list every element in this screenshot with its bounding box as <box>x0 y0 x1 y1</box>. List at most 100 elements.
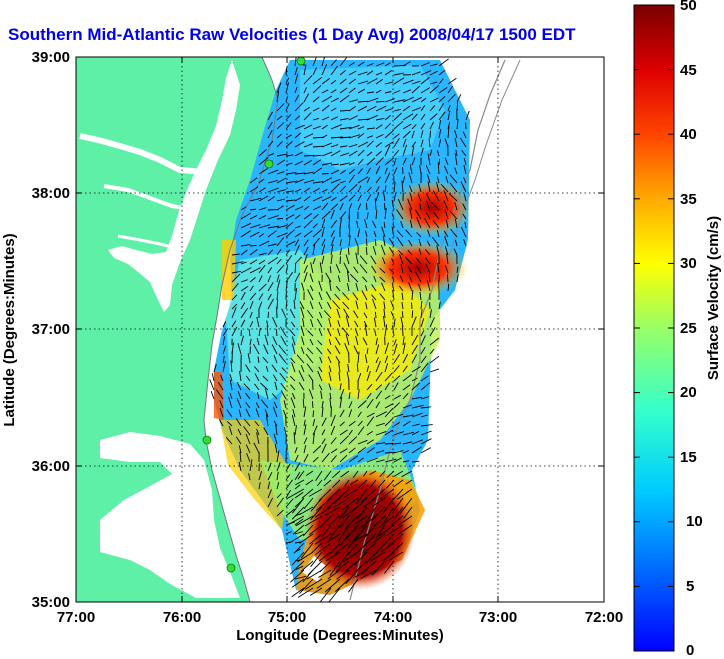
velocity-vector <box>240 291 246 301</box>
velocity-vector <box>418 248 422 256</box>
velocity-vector <box>357 149 365 157</box>
velocity-vector <box>384 122 392 130</box>
velocity-vector <box>303 154 315 157</box>
velocity-vector <box>258 293 264 301</box>
velocity-vector <box>390 311 395 319</box>
velocity-vector <box>308 374 314 382</box>
velocity-vector <box>369 479 377 489</box>
velocity-vector <box>336 569 350 580</box>
velocity-vector <box>375 360 381 373</box>
velocity-vector <box>444 265 449 274</box>
velocity-vector <box>260 399 269 409</box>
velocity-vector <box>294 541 302 544</box>
velocity-vector <box>339 515 350 528</box>
velocity-vector <box>372 515 386 527</box>
velocity-vector <box>303 133 314 139</box>
velocity-vector <box>415 209 422 220</box>
velocity-vector <box>420 382 431 391</box>
velocity-vector <box>240 206 247 211</box>
velocity-vector <box>428 138 431 148</box>
velocity-vector <box>346 371 350 382</box>
velocity-vector <box>345 333 350 346</box>
velocity-vector <box>226 409 233 418</box>
velocity-vector <box>443 200 449 211</box>
velocity-vector <box>332 479 341 488</box>
velocity-vector <box>276 177 287 184</box>
velocity-vector <box>276 299 279 310</box>
velocity-vector <box>420 414 428 418</box>
velocity-vector <box>347 363 350 373</box>
velocity-vector <box>392 488 404 501</box>
velocity-vector <box>280 326 287 337</box>
velocity-vector <box>329 280 332 292</box>
velocity-vector <box>306 569 323 580</box>
velocity-vector <box>366 457 379 463</box>
y-tick-label: 35:00 <box>32 594 70 611</box>
velocity-vector <box>384 207 387 220</box>
velocity-vector <box>258 252 267 256</box>
velocity-vector <box>366 383 373 391</box>
velocity-vector <box>339 69 346 76</box>
velocity-vector <box>285 240 296 247</box>
velocity-vector <box>323 470 332 481</box>
velocity-vector <box>290 357 296 364</box>
velocity-vector <box>357 411 362 418</box>
velocity-vector <box>294 244 300 256</box>
colorbar-tick-label: 15 <box>680 449 697 466</box>
velocity-vector <box>266 325 269 337</box>
velocity-vector <box>420 346 426 355</box>
velocity-vector <box>339 448 348 454</box>
velocity-vector <box>402 326 404 337</box>
velocity-vector <box>384 62 391 67</box>
velocity-vector <box>309 533 323 545</box>
velocity-vector <box>248 473 251 481</box>
velocity-vector <box>328 515 341 526</box>
velocity-vector <box>392 221 395 229</box>
velocity-vector <box>444 209 449 220</box>
velocity-vector <box>316 497 332 512</box>
velocity-vector <box>294 518 304 526</box>
velocity-vector <box>328 365 332 373</box>
velocity-vector <box>258 470 263 481</box>
velocity-vector <box>295 479 305 486</box>
velocity-vector <box>339 136 351 139</box>
velocity-vector <box>326 533 341 543</box>
velocity-vector <box>425 263 431 274</box>
station-marker <box>264 159 274 169</box>
velocity-vector <box>237 390 242 400</box>
velocity-vector <box>366 97 379 103</box>
velocity-vector <box>356 220 359 229</box>
velocity-vector <box>267 249 273 256</box>
velocity-vector <box>355 282 359 292</box>
x-tick-label: 76:00 <box>163 609 201 626</box>
velocity-vector <box>256 432 260 445</box>
velocity-vector <box>420 375 429 382</box>
velocity-vector <box>393 158 397 166</box>
velocity-vector <box>348 124 360 130</box>
velocity-vector <box>294 57 297 67</box>
velocity-vector <box>285 541 293 544</box>
velocity-vector <box>365 238 368 247</box>
velocity-vector <box>330 230 335 238</box>
velocity-vector <box>424 218 431 229</box>
velocity-vector <box>321 226 325 238</box>
velocity-vector <box>418 238 422 247</box>
velocity-vector <box>409 219 413 229</box>
velocity-vector <box>285 272 293 283</box>
velocity-vector <box>267 140 274 148</box>
velocity-vector <box>339 152 350 157</box>
velocity-vector <box>420 97 427 103</box>
velocity-vector <box>312 187 320 193</box>
velocity-vector <box>276 171 285 175</box>
velocity-vector <box>432 237 440 247</box>
velocity-vector <box>449 174 458 184</box>
velocity-vector <box>309 285 314 292</box>
velocity-vector <box>445 176 449 184</box>
velocity-vector <box>303 75 313 85</box>
velocity-vector <box>371 560 386 576</box>
velocity-vector <box>276 493 282 499</box>
velocity-vector <box>438 301 441 310</box>
velocity-vector <box>294 197 302 202</box>
velocity-vector <box>231 253 240 256</box>
velocity-vector <box>319 356 323 364</box>
